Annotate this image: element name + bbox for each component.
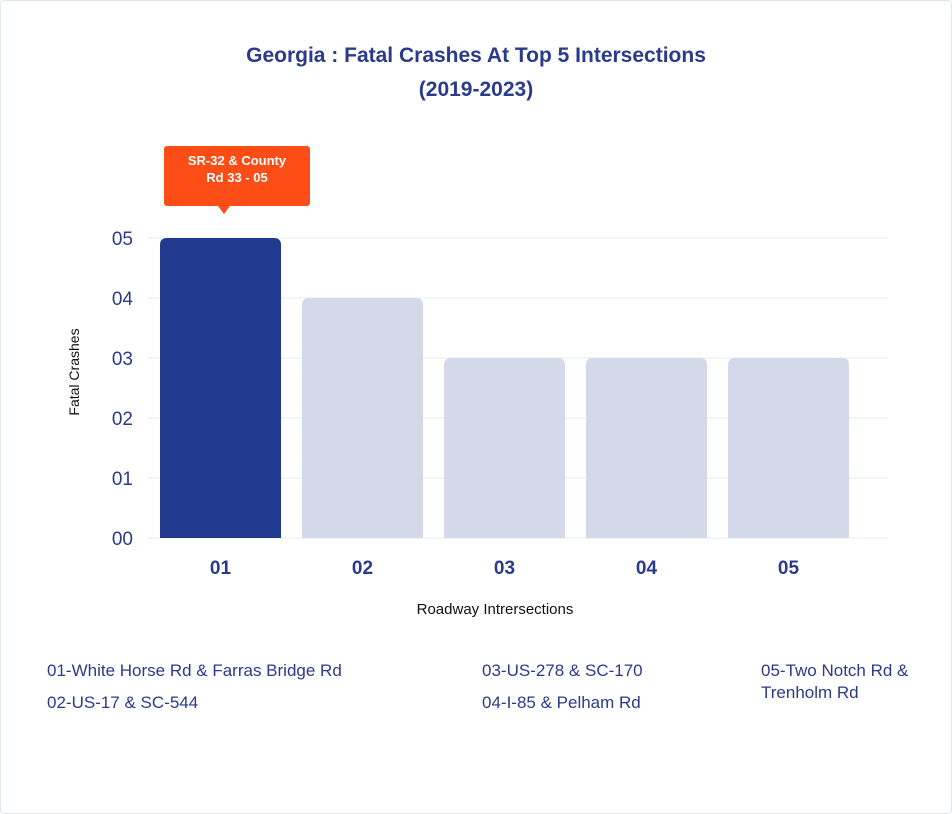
x-tick-label: 05 — [778, 558, 800, 579]
bar-05 — [728, 358, 849, 538]
bar-01 — [160, 238, 281, 538]
bar-03 — [444, 358, 565, 538]
chart-subtitle: (2019-2023) — [418, 78, 534, 101]
y-tick-label: 00 — [112, 529, 133, 550]
bar-04 — [586, 358, 707, 538]
x-tick-label: 04 — [636, 558, 658, 579]
bar-chart: 00 01 02 03 04 05 01 02 03 04 05 SR-32 & County R… — [66, 146, 888, 618]
x-axis-label: Roadway Intrersections — [417, 601, 574, 618]
legend-item-02: 02-US-17 & SC-544 — [47, 693, 199, 712]
y-tick-label: 05 — [112, 229, 133, 250]
x-tick-label: 02 — [352, 558, 373, 579]
annotation-text-line2: Rd 33 - 05 — [206, 170, 267, 185]
x-tick-label: 03 — [494, 558, 515, 579]
y-axis-label: Fatal Crashes — [66, 328, 82, 415]
chart-title: Georgia : Fatal Crashes At Top 5 Interse… — [246, 44, 706, 67]
bar-02 — [302, 298, 423, 538]
legend-item-01: 01-White Horse Rd & Farras Bridge Rd — [47, 661, 342, 680]
annotation-text-line1: SR-32 & County — [188, 153, 287, 168]
y-tick-label: 01 — [112, 469, 133, 490]
legend-item-03: 03-US-278 & SC-170 — [482, 661, 643, 680]
legend-item-05: 05-Two Notch Rd & Trenholm Rd — [761, 661, 909, 702]
x-tick-label: 01 — [210, 558, 232, 579]
y-tick-label: 04 — [112, 289, 134, 310]
y-tick-label: 03 — [112, 349, 133, 370]
y-tick-label: 02 — [112, 409, 133, 430]
annotation-pointer — [218, 206, 230, 214]
annotation-box — [164, 146, 310, 206]
legend-item-04: 04-I-85 & Pelham Rd — [482, 693, 641, 712]
